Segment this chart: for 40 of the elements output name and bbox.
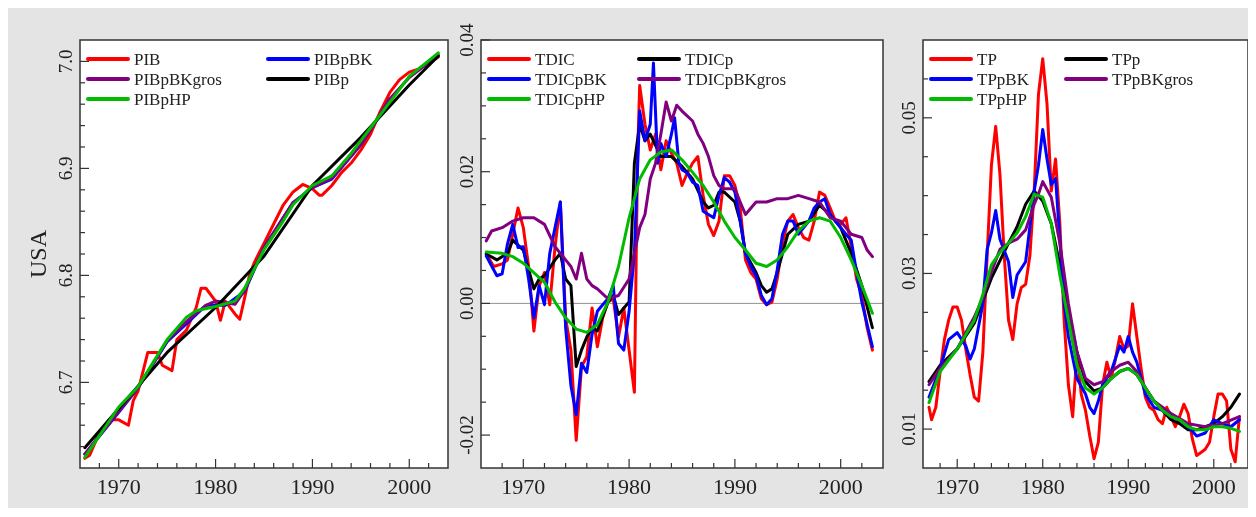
line-series [484, 148, 874, 334]
y-tick-label: -0.02 [456, 415, 477, 455]
y-axis-title: USA [25, 229, 51, 279]
x-tick-label: 1970 [935, 474, 980, 499]
legend-label: TDICpBK [535, 70, 608, 89]
legend-label: TDICp [685, 50, 734, 69]
legend-label: TPpHP [977, 90, 1028, 109]
x-tick-label: 2000 [818, 474, 863, 499]
legend-label: TDICpBKgros [685, 70, 787, 89]
x-tick-label: 2000 [1191, 474, 1236, 499]
legend-label: TDICpHP [535, 90, 605, 109]
y-tick-label: 0.04 [456, 22, 477, 57]
x-tick-label: 1990 [290, 474, 335, 499]
legend-label: PIBpBKgros [134, 70, 222, 89]
x-tick-label: 1980 [193, 474, 238, 499]
legend-label: TPpBK [977, 70, 1030, 89]
x-tick-label: 1990 [712, 474, 757, 499]
legend-label: PIBp [314, 70, 349, 89]
x-tick-label: 1980 [1020, 474, 1065, 499]
legend-label: TP [977, 50, 997, 69]
y-tick-label: 6.7 [55, 370, 76, 395]
x-tick-label: 1970 [96, 474, 141, 499]
y-tick-label: 0.05 [898, 101, 919, 135]
y-tick-label: 6.9 [55, 156, 76, 181]
legend-label: PIBpBK [314, 50, 374, 69]
y-tick-label: 7.0 [55, 49, 76, 74]
x-tick-label: 2000 [387, 474, 432, 499]
legend-label: TDIC [535, 50, 575, 69]
x-tick-label: 1980 [607, 474, 652, 499]
x-tick-label: 1970 [501, 474, 546, 499]
legend-label: TPpBKgros [1112, 70, 1194, 89]
y-tick-label: 0.02 [456, 155, 477, 189]
legend-label: PIB [134, 50, 161, 69]
y-tick-label: 0.03 [898, 256, 919, 291]
legend-label: TPp [1112, 50, 1141, 69]
y-tick-label: 0.00 [456, 286, 477, 321]
x-tick-label: 1990 [1106, 474, 1151, 499]
legend-label: PIBpHP [134, 90, 191, 109]
y-tick-label: 6.8 [55, 263, 76, 288]
y-tick-label: 0.01 [898, 412, 919, 446]
